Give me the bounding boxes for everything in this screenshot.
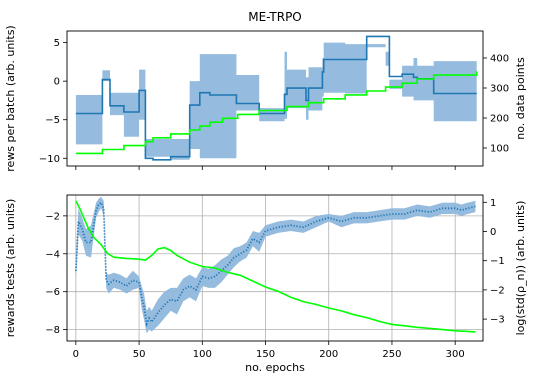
bottom-panel-rewards-tests: 0 50 100 150 200 250 300 −8 −6 −4 −2 −3 −2 −1 0 1 — [45, 194, 505, 360]
y-tick-label: 0 — [54, 77, 60, 88]
y-tick-label: −5 — [45, 115, 60, 126]
x-tick-label: 200 — [319, 349, 338, 360]
std-band — [75, 196, 476, 334]
y2-tick-label: 200 — [490, 114, 509, 125]
y-tick-label: −6 — [45, 287, 60, 298]
y-tick-label: −2 — [45, 211, 60, 222]
x-tick-label: 150 — [256, 349, 275, 360]
x-axis-label: no. epochs — [245, 361, 305, 374]
y2-tick-label: −3 — [490, 315, 505, 326]
bottom-left-axis-label: rewards tests (arb. units) — [4, 199, 17, 338]
mean-series-line — [75, 201, 476, 328]
y2-tick-label: −2 — [490, 285, 505, 296]
x-tick-label: 50 — [133, 349, 146, 360]
x-tick-label: 0 — [73, 349, 79, 360]
plot-area-1 — [67, 195, 483, 341]
axes-frame — [66, 30, 484, 167]
x-tick-label: 100 — [193, 349, 212, 360]
y-tick-label: 5 — [54, 38, 60, 49]
right-axis-series-line — [75, 200, 476, 333]
axes-frame — [66, 194, 484, 342]
y2-tick-label: 1 — [490, 198, 496, 209]
top-left-axis-label: rews per batch (arb. units) — [4, 25, 17, 171]
bottom-right-axis-label: log(std(ρ_n)) (arb. units) — [514, 201, 527, 336]
plot-area-0 — [75, 35, 478, 161]
y2-tick-label: 400 — [490, 54, 509, 65]
std-band — [75, 42, 477, 160]
right-axis-series-line — [75, 71, 478, 155]
top-panel-rews-per-batch: −10 −5 0 5 100 200 300 400 — [39, 30, 509, 170]
chart-title: ME-TRPO — [248, 10, 302, 24]
y2-tick-label: 100 — [490, 144, 509, 155]
top-right-axis-label: no. data points — [514, 57, 527, 140]
y2-tick-label: 0 — [490, 227, 496, 238]
y-tick-label: −10 — [39, 154, 60, 165]
y2-tick-label: −1 — [490, 256, 505, 267]
y-tick-label: −4 — [45, 249, 60, 260]
x-tick-label: 250 — [382, 349, 401, 360]
x-tick-label: 300 — [446, 349, 465, 360]
y-tick-label: −8 — [45, 325, 60, 336]
y2-tick-label: 300 — [490, 84, 509, 95]
